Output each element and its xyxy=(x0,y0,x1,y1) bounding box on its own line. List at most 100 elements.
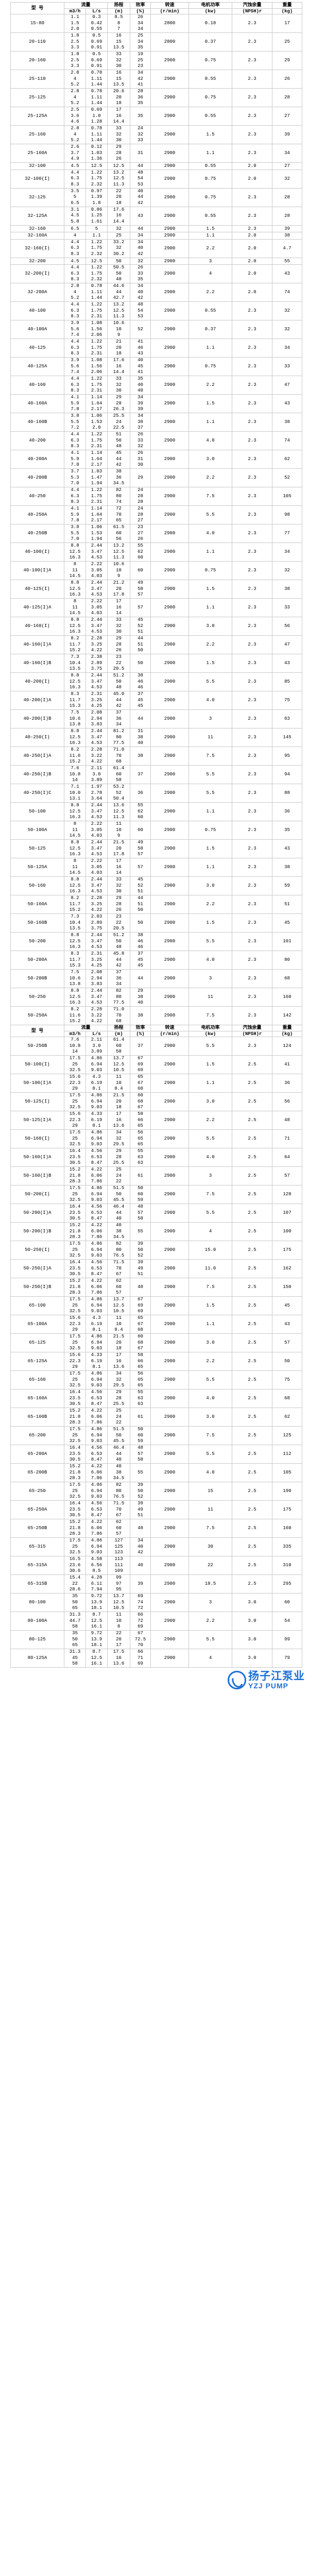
cell-speed: 2900 xyxy=(150,1037,190,1056)
cell-flow-ls: 9.72 13.9 18.1 xyxy=(85,1630,108,1649)
table-row: 40-250(I)B 7.6 10.8 14 2.11 3.0 3.89 61.4 60 58 37… xyxy=(10,765,303,784)
cell-efficiency-value: 38 xyxy=(138,933,143,938)
cell-flow-ls-value: 1.06 xyxy=(91,413,102,419)
cell-flow-m3h-value: 22.3 xyxy=(69,1117,81,1123)
cell-efficiency-value: 65 xyxy=(138,1364,143,1370)
cell-head-value: 16 xyxy=(116,864,122,870)
cell-efficiency: 34 39 39 xyxy=(130,394,151,413)
cell-flow-ls-value: 1.8 xyxy=(92,200,101,206)
cell-flow-m3h-value: 8.8 xyxy=(71,543,79,549)
cell-speed: 2900 xyxy=(150,1333,190,1352)
cell-flow-ls-value: 4.53 xyxy=(91,889,102,894)
cell-flow-m3h-value: 8.3 xyxy=(71,181,79,187)
cell-speed: 2900 xyxy=(150,169,190,189)
cell-model: 50-160(I)A xyxy=(10,1148,64,1167)
cell-speed: 2900 xyxy=(150,450,190,469)
cell-flow-m3h-value: 23.5 xyxy=(69,1154,81,1160)
cell-head-value: 20.6 xyxy=(113,89,125,94)
cell-npsh: 2.3 xyxy=(232,206,273,226)
cell-flow-m3h: 6.5 xyxy=(64,225,86,232)
cell-flow-m3h-value: 32.5 xyxy=(69,1142,81,1147)
cell-flow-m3h-value: 17.5 xyxy=(69,1130,81,1136)
company-logo: 扬子江泵业 YZJ PUMP xyxy=(228,1671,305,1689)
table-row: 50-250(I)A 16.4 23.5 30.5 4.56 6.53 8.47 71.5 70… xyxy=(10,1259,303,1278)
cell-npsh: 2.5 xyxy=(232,1148,273,1167)
cell-flow-ls-value: 1.0 xyxy=(92,113,101,118)
cell-efficiency: 44 xyxy=(130,969,151,988)
cell-flow-ls: 4.33 6.19 8.1 xyxy=(85,1352,108,1371)
cell-head-value: 45.0 xyxy=(113,691,125,697)
cell-flow-ls-value: 4.86 xyxy=(91,1130,102,1136)
cell-flow-m3h: 17.5 25 32.5 xyxy=(64,1055,86,1074)
cell-flow-ls: 2.08 2.94 3.83 xyxy=(85,969,108,988)
cell-efficiency: 50 xyxy=(130,913,151,933)
cell-speed: 2900 xyxy=(150,257,190,265)
cell-power: 2.2 xyxy=(188,283,233,302)
cell-power: 11 xyxy=(188,728,233,747)
cell-flow-ls-value: 0.78 xyxy=(91,70,102,76)
cell-efficiency-value: 45 xyxy=(138,697,143,703)
cell-weight: 50 xyxy=(272,1352,303,1371)
cell-power: 0.75 xyxy=(188,51,233,70)
cell-flow-ls-value: 0.69 xyxy=(91,57,102,63)
cell-speed: 2900 xyxy=(150,413,190,432)
cell-weight: 62 xyxy=(272,1408,303,1427)
cell-power: 15 xyxy=(188,1482,233,1501)
table-row: 50-125 8.8 12.5 16.3 2.44 3.47 4.53 21.5 20 17.8 4… xyxy=(10,839,303,858)
cell-flow-ls-value: 4.53 xyxy=(91,1000,102,1006)
cell-flow-m3h: 35 50 65 xyxy=(64,1630,86,1649)
cell-power: 5.5 xyxy=(188,1630,233,1649)
cell-flow-m3h-value: 15.4 xyxy=(69,1575,81,1581)
cell-efficiency-value: 66 xyxy=(138,1649,143,1655)
cell-head: 61.5 60 56 xyxy=(107,524,131,543)
cell-weight: 75 xyxy=(272,691,303,710)
cell-efficiency: 48 57 58 xyxy=(130,1445,151,1464)
cell-head-value: 13.7 xyxy=(113,1056,125,1061)
cell-flow-m3h-value: 4.9 xyxy=(71,156,79,162)
cell-model: 40-250(I)A xyxy=(10,747,64,766)
table-row: 40-250B 3.8 5.5 7.0 1.06 1.53 1.94 61.5 60 56 23 27… xyxy=(10,524,303,543)
cell-model: 50-100(I) xyxy=(10,1055,64,1074)
cell-head-value: 45 xyxy=(116,450,122,456)
cell-flow-ls-value: 4.53 xyxy=(91,685,102,690)
cell-npsh: 2.5 xyxy=(232,1445,273,1464)
table-row: 20-160 1.8 2.5 3.3 0.5 0.69 0.91 33 32 30 19 25 23 29… xyxy=(10,51,303,70)
cell-flow-m3h-value: 16.3 xyxy=(69,740,81,746)
cell-efficiency: 60 68 67 xyxy=(130,1333,151,1352)
cell-npsh: 2.3 xyxy=(232,524,273,543)
cell-speed: 2900 xyxy=(150,784,190,803)
cell-flow-ls-value: 0.78 xyxy=(91,126,102,131)
cell-efficiency-value: 52 xyxy=(138,1253,143,1259)
cell-flow-m3h-value: 1.8 xyxy=(71,52,79,57)
cell-efficiency: 38 46 46 xyxy=(130,932,151,951)
cell-head: 61.4 60 58 xyxy=(107,765,131,784)
cell-head: 45.8 44 42 xyxy=(107,951,131,970)
cell-flow-ls-value: 2.44 xyxy=(91,728,102,734)
cell-flow-m3h-value: 28.3 xyxy=(69,1531,81,1537)
cell-weight: 47 xyxy=(272,376,303,395)
cell-flow-ls: 1.22 1.75 2.31 xyxy=(85,431,108,450)
cell-head-value: 20 xyxy=(116,1340,122,1345)
cell-flow-m3h-value: 4.4 xyxy=(71,339,79,345)
cell-efficiency-value: 67 xyxy=(138,1080,143,1086)
cell-flow-ls: 12.5 xyxy=(85,162,108,170)
cell-flow-ls-value: 2.44 xyxy=(91,543,102,549)
table-row: 32-160(I) 4.4 6.3 8.3 1.22 1.75 2.32 33.2 32 30.2… xyxy=(10,239,303,258)
cell-head-value: 34.5 xyxy=(113,481,125,486)
cell-weight: 33 xyxy=(272,598,303,617)
cell-flow-ls-value: 7.86 xyxy=(91,1476,102,1481)
cell-flow-m3h-value: 58 xyxy=(72,1624,78,1630)
cell-model: 15-80 xyxy=(10,14,64,33)
cell-flow-ls-value: 0.78 xyxy=(91,283,102,289)
cell-power: 5.5 xyxy=(188,1370,233,1389)
table-row: 15-80 1.1 1.5 2.0 0.3 0.42 0.55 8.5 8 7 26 34 34 2800… xyxy=(10,14,303,33)
cell-efficiency: 28 36 35 xyxy=(130,88,151,107)
cell-npsh: 2.3 xyxy=(232,144,273,163)
table-row: 80-100A 31.3 44.7 58 8.7 12.5 16.1 11 10 8 66 72 69 2… xyxy=(10,1612,303,1631)
cell-head-value: 12.5 xyxy=(113,1302,125,1308)
cell-head: 13.2 12.5 11.3 xyxy=(107,543,131,562)
cell-head: 17 16 13.6 xyxy=(107,1111,131,1130)
cell-weight: 101 xyxy=(272,932,303,951)
header-flow-group: 流量 xyxy=(63,1025,108,1031)
cell-weight: 56 xyxy=(272,1092,303,1111)
